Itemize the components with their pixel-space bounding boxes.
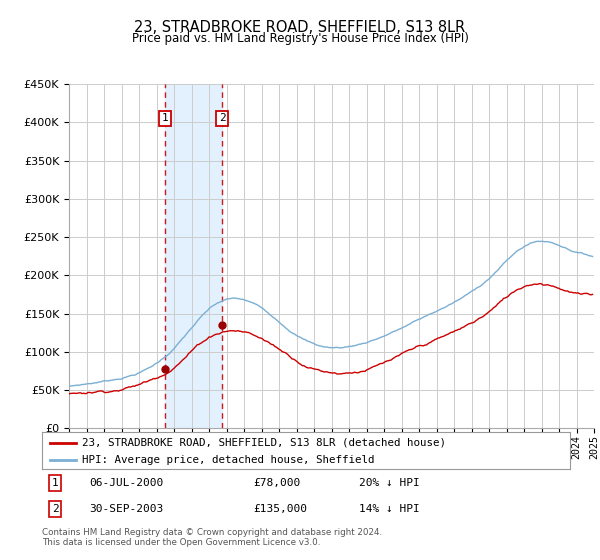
Text: 2: 2 <box>219 114 226 123</box>
Text: 23, STRADBROKE ROAD, SHEFFIELD, S13 8LR: 23, STRADBROKE ROAD, SHEFFIELD, S13 8LR <box>134 20 466 35</box>
Text: £135,000: £135,000 <box>253 504 307 514</box>
Text: 1: 1 <box>162 114 169 123</box>
Bar <box>165 84 222 428</box>
Text: 23, STRADBROKE ROAD, SHEFFIELD, S13 8LR (detached house): 23, STRADBROKE ROAD, SHEFFIELD, S13 8LR … <box>82 437 446 447</box>
Text: 06-JUL-2000: 06-JUL-2000 <box>89 478 164 488</box>
Text: 30-SEP-2003: 30-SEP-2003 <box>89 504 164 514</box>
Text: Price paid vs. HM Land Registry's House Price Index (HPI): Price paid vs. HM Land Registry's House … <box>131 32 469 45</box>
Text: Contains HM Land Registry data © Crown copyright and database right 2024.
This d: Contains HM Land Registry data © Crown c… <box>42 528 382 547</box>
Text: 20% ↓ HPI: 20% ↓ HPI <box>359 478 419 488</box>
Text: HPI: Average price, detached house, Sheffield: HPI: Average price, detached house, Shef… <box>82 455 374 465</box>
Text: 2: 2 <box>52 504 59 514</box>
Text: £78,000: £78,000 <box>253 478 301 488</box>
Text: 1: 1 <box>52 478 59 488</box>
Text: 14% ↓ HPI: 14% ↓ HPI <box>359 504 419 514</box>
